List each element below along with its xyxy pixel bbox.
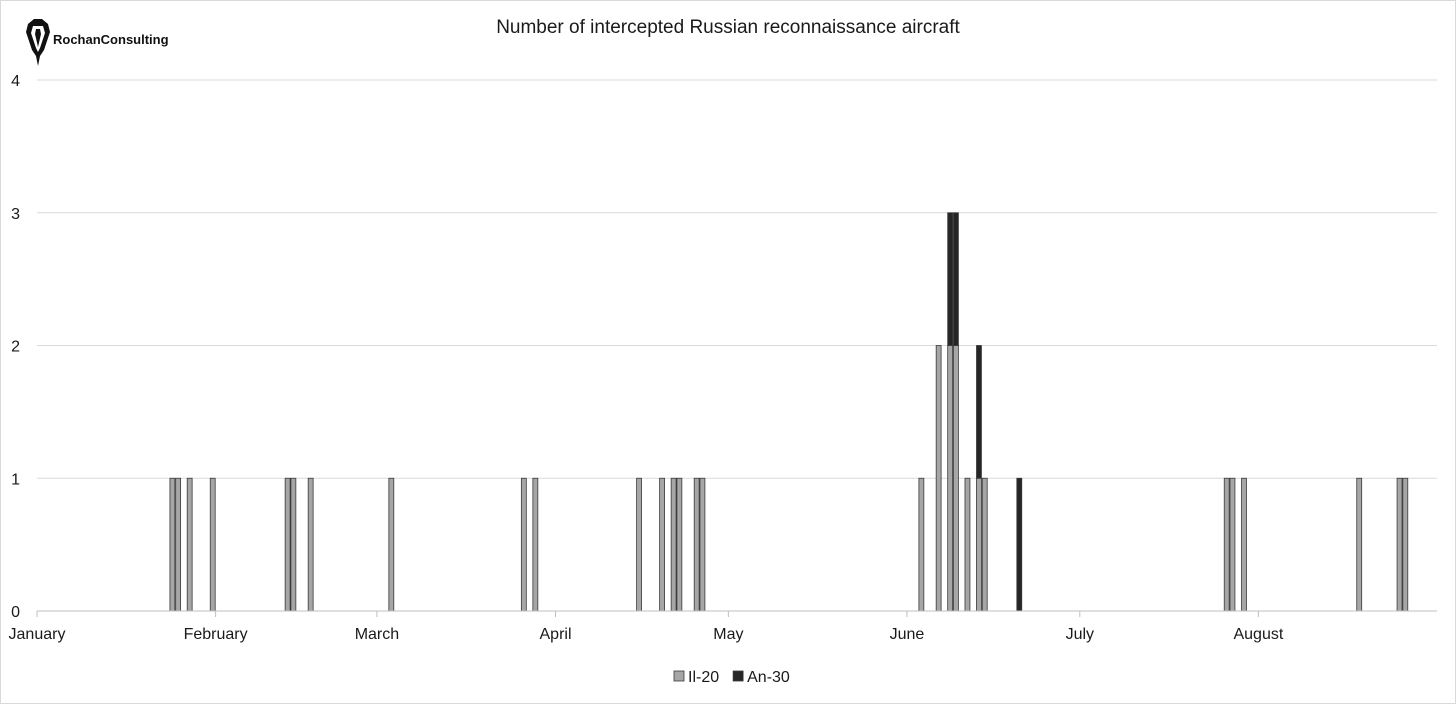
x-tick-label: June (890, 626, 925, 643)
x-tick-label: July (1066, 626, 1094, 643)
x-tick-label: May (713, 626, 743, 643)
bar-il-20 (290, 477, 297, 612)
bars (169, 212, 1409, 612)
legend-swatch (732, 670, 744, 682)
y-tick-label: 4 (11, 73, 20, 90)
bar-il-20 (947, 345, 954, 612)
bar-il-20 (307, 477, 314, 612)
bar-il-20 (169, 477, 176, 612)
bar-il-20 (209, 477, 216, 612)
bar-il-20 (935, 345, 942, 612)
y-tick-label: 0 (11, 604, 20, 621)
bar-il-20 (1402, 477, 1409, 612)
bar-il-20 (981, 477, 988, 612)
legend-label: An-30 (747, 669, 790, 686)
bar-il-20 (1396, 477, 1403, 612)
bar-il-20 (670, 477, 677, 612)
y-tick-label: 2 (11, 339, 20, 356)
bar-il-20 (918, 477, 925, 612)
legend: Il-20 An-30 (673, 669, 790, 686)
x-tick-label: February (184, 626, 248, 643)
x-tick-label: January (9, 626, 66, 643)
bar-il-20 (175, 477, 182, 612)
bar-il-20 (964, 477, 971, 612)
bar-il-20 (1241, 477, 1247, 612)
bar-il-20 (520, 477, 527, 612)
bar-il-20 (388, 477, 395, 612)
x-tick-label: August (1233, 626, 1283, 643)
bar-an-30 (1016, 477, 1023, 612)
bar-il-20 (693, 477, 700, 612)
y-tick-label: 3 (11, 206, 20, 223)
y-axis-ticks: 0 1 2 3 4 (11, 73, 20, 621)
x-tick-label: April (540, 626, 572, 643)
gridlines (37, 79, 1437, 479)
bar-il-20 (636, 477, 642, 612)
bar-il-20 (953, 345, 959, 612)
bar-an-30 (953, 212, 959, 346)
bar-il-20 (659, 477, 665, 612)
logo-text: RochanConsulting (53, 32, 169, 47)
bar-an-30 (976, 345, 982, 479)
y-tick-label: 1 (11, 471, 20, 488)
bar-il-20 (976, 477, 982, 612)
chart-title: Number of intercepted Russian reconnaiss… (496, 17, 960, 38)
bar-il-20 (699, 477, 706, 612)
bar-il-20 (532, 477, 539, 612)
x-axis-ticks: January February March April May June July Augu… (9, 611, 1284, 643)
logo: RochanConsulting (26, 19, 169, 66)
bar-il-20 (284, 477, 291, 612)
bar-il-20 (1229, 477, 1236, 612)
x-tick-label: March (355, 626, 399, 643)
bar-il-20 (676, 477, 683, 612)
bar-an-30 (947, 212, 954, 346)
legend-label: Il-20 (688, 669, 719, 686)
bar-il-20 (1356, 477, 1363, 612)
bar-il-20 (1223, 477, 1230, 612)
bar-il-20 (186, 477, 193, 612)
legend-swatch (673, 670, 685, 682)
fountain-pen-nib-icon (26, 19, 50, 66)
